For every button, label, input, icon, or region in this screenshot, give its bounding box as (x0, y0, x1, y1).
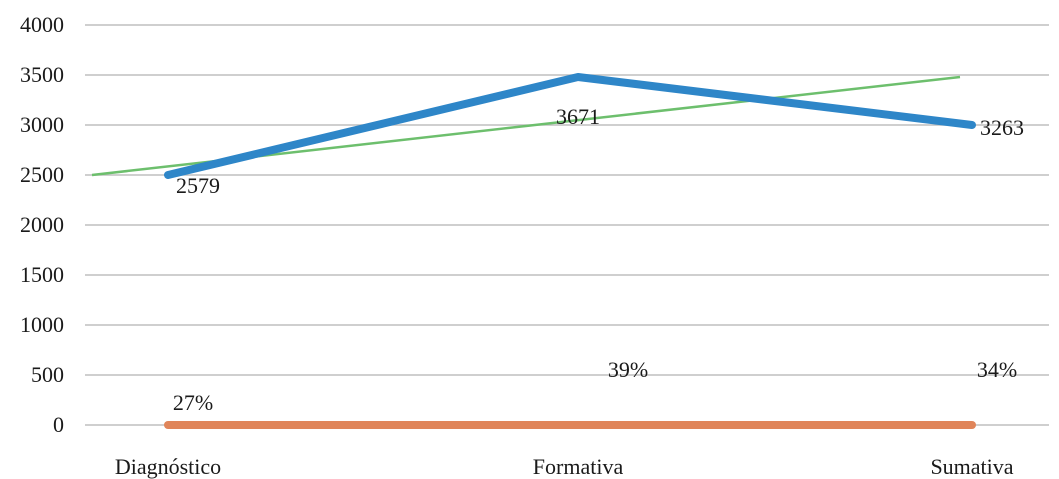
x-axis-category-labels: Diagnóstico Formativa Sumativa (115, 454, 1014, 479)
y-tick-label: 2500 (20, 162, 64, 187)
y-tick-label: 3500 (20, 62, 64, 87)
series-line-1 (164, 73, 976, 179)
data-label: 27% (173, 390, 213, 415)
data-label: 2579 (176, 173, 220, 198)
data-label: 3263 (980, 115, 1024, 140)
y-tick-label: 0 (53, 412, 64, 437)
data-label: 34% (977, 357, 1017, 382)
x-category-label: Sumativa (930, 454, 1013, 479)
gridlines (85, 24, 1049, 426)
data-label: 3671 (556, 104, 600, 129)
y-tick-label: 500 (31, 362, 64, 387)
series-layer (164, 73, 976, 429)
x-category-label: Formativa (533, 454, 624, 479)
data-label: 39% (608, 357, 648, 382)
y-tick-label: 2000 (20, 212, 64, 237)
y-tick-label: 1500 (20, 262, 64, 287)
x-category-label: Diagnóstico (115, 454, 221, 479)
y-axis-tick-labels: 0 500 1000 1500 2000 2500 3000 3500 4000 (20, 12, 64, 437)
y-tick-label: 4000 (20, 12, 64, 37)
y-tick-label: 1000 (20, 312, 64, 337)
data-labels: 2579 3671 3263 27% 39% 34% (173, 104, 1024, 415)
y-tick-label: 3000 (20, 112, 64, 137)
